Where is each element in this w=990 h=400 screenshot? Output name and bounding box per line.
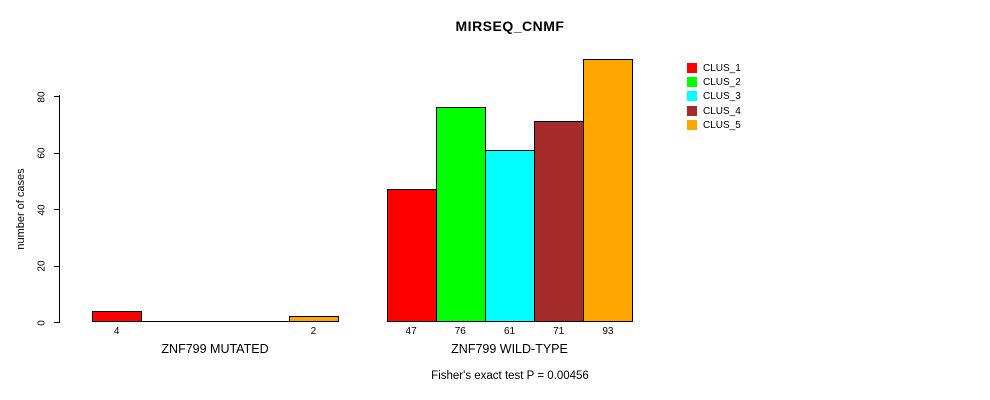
y-tick (54, 152, 60, 154)
x-category-label: ZNF799 WILD-TYPE (451, 342, 568, 356)
bar-clus_1-mutated (92, 310, 143, 322)
bar-value-label: 71 (553, 326, 565, 337)
bar-value-label: 47 (405, 326, 417, 337)
chart-title: MIRSEQ_CNMF (455, 18, 565, 34)
legend-swatch-clus_5 (687, 120, 697, 131)
y-tick (54, 209, 60, 210)
bar-value-label: 4 (113, 326, 120, 337)
legend-label: CLUS_2 (703, 76, 741, 88)
legend-label: CLUS_4 (703, 105, 741, 117)
bar-clus_5-wildtype (583, 59, 634, 322)
bar-clus_5-mutated (288, 316, 339, 322)
y-tick (54, 96, 60, 97)
legend-label: CLUS_3 (703, 91, 741, 103)
bar-value-label: 61 (503, 326, 516, 337)
legend-label: CLUS_5 (703, 120, 741, 132)
legend-swatch-clus_2 (687, 76, 697, 87)
y-tick (54, 265, 60, 267)
legend-swatch-clus_3 (687, 91, 697, 102)
caption-text: Fisher's exact test P = 0.00456 (431, 370, 589, 382)
legend-swatch-clus_1 (687, 62, 697, 73)
y-tick (54, 322, 60, 323)
group-baseline (92, 321, 338, 322)
bar-value-label: 76 (454, 326, 466, 337)
bar-value-label: 93 (602, 326, 614, 337)
x-category-label: ZNF799 MUTATED (161, 342, 269, 356)
legend-label: CLUS_1 (703, 62, 741, 74)
legend-swatch-clus_4 (687, 105, 697, 116)
bar-value-label: 2 (310, 326, 317, 337)
bar-clus_4-wildtype (534, 121, 585, 322)
